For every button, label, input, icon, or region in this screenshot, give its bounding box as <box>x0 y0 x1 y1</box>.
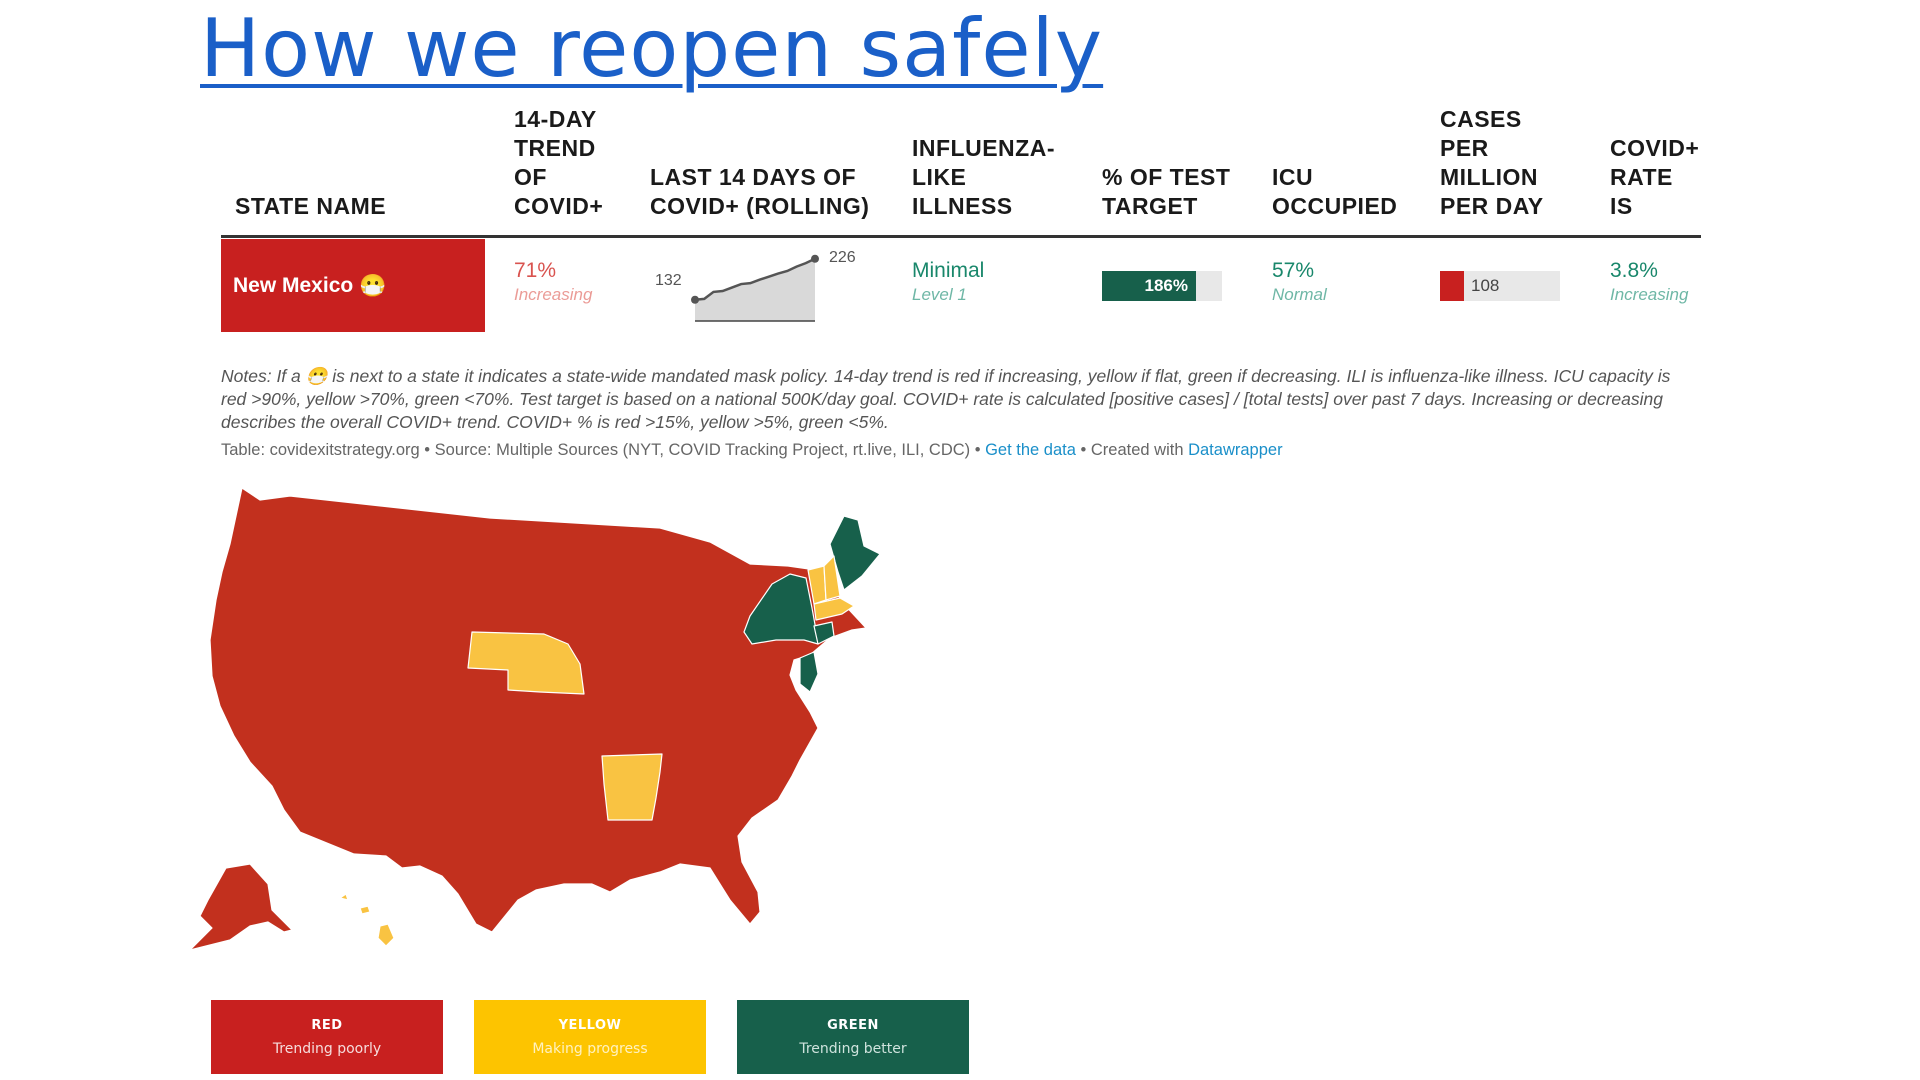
map-region-arkansas[interactable] <box>601 753 663 821</box>
trend-label: Increasing <box>514 285 593 304</box>
header-cases-per-million: CASES PER MILLION PER DAY <box>1440 106 1544 219</box>
map-region-nebraska[interactable] <box>467 631 585 695</box>
header-test-target: % OF TEST TARGET <box>1102 164 1231 219</box>
header-ili: INFLUENZA-LIKE ILLNESS <box>912 135 1055 219</box>
legend-green-desc: Trending better <box>799 1041 907 1057</box>
test-target-value: 186% <box>1144 276 1188 295</box>
rate-value: 3.8% <box>1610 259 1658 282</box>
legend-green-title: GREEN <box>827 1018 879 1033</box>
ili-label: Level 1 <box>912 285 967 304</box>
test-target-bar: 186% <box>1102 271 1222 301</box>
map-region-hawaii[interactable] <box>339 893 395 947</box>
sparkline-end-point <box>811 254 819 263</box>
table-row: New Mexico 😷 71% Increasing 132 226 Mini… <box>221 239 1701 334</box>
sparkline: 132 226 <box>655 245 875 325</box>
sparkline-line <box>694 257 816 302</box>
header-divider <box>221 235 1701 238</box>
header-state-name: STATE NAME <box>235 193 387 219</box>
header-covid-rate: COVID+ RATE IS <box>1610 135 1700 219</box>
sparkline-start-point <box>691 295 699 304</box>
us-map-svg <box>189 487 881 951</box>
source-line: Table: covidexitstrategy.org • Source: M… <box>221 441 1283 460</box>
test-target-bar-fill <box>1102 271 1196 301</box>
map-region-connecticut[interactable] <box>813 621 835 645</box>
source-created-with: • Created with <box>1075 441 1189 459</box>
sparkline-end-label: 226 <box>829 249 856 266</box>
sparkline-chart <box>691 254 819 322</box>
sparkline-start-label: 132 <box>655 272 682 289</box>
table-notes: Notes: If a 😷 is next to a state it indi… <box>221 366 1671 432</box>
sparkline-area <box>695 258 815 321</box>
map-region-new-hampshire[interactable] <box>823 555 841 601</box>
get-the-data-link[interactable]: Get the data <box>985 441 1076 459</box>
cases-value: 108 <box>1471 276 1500 295</box>
source-text: Table: covidexitstrategy.org • Source: M… <box>221 441 986 459</box>
rate-label: Increasing <box>1610 285 1689 304</box>
header-14-day-trend: 14-DAY TREND OF COVID+ <box>514 106 604 219</box>
state-cell[interactable]: New Mexico 😷 <box>221 239 485 332</box>
cases-bar: 108 <box>1440 271 1560 301</box>
legend-yellow-title: YELLOW <box>558 1018 622 1033</box>
map-region-alaska[interactable] <box>189 863 293 951</box>
ili-value: Minimal <box>912 259 985 282</box>
legend-yellow: YELLOW Making progress <box>474 1000 706 1074</box>
state-name: New Mexico <box>233 273 354 297</box>
legend-yellow-desc: Making progress <box>532 1041 648 1057</box>
trend-value: 71% <box>514 259 557 282</box>
map-region-massachusetts[interactable] <box>813 597 855 621</box>
map-region-contiguous-us[interactable] <box>209 487 867 933</box>
us-map <box>189 480 950 951</box>
page-title: How we reopen safely <box>200 2 1104 95</box>
cases-bar-fill <box>1440 271 1464 301</box>
icu-value: 57% <box>1272 259 1315 282</box>
legend-red-title: RED <box>311 1018 343 1033</box>
mask-icon: 😷 <box>359 272 387 298</box>
header-last-14-days: LAST 14 DAYS OF COVID+ (ROLLING) <box>650 164 870 219</box>
icu-label: Normal <box>1272 285 1327 304</box>
datawrapper-link[interactable]: Datawrapper <box>1188 441 1283 459</box>
legend-red: RED Trending poorly <box>211 1000 443 1074</box>
legend-green: GREEN Trending better <box>737 1000 969 1074</box>
header-icu-occupied: ICU OCCUPIED <box>1272 164 1398 219</box>
legend-red-desc: Trending poorly <box>272 1041 382 1057</box>
map-region-new-jersey[interactable] <box>799 651 819 693</box>
map-region-maine[interactable] <box>829 515 881 591</box>
